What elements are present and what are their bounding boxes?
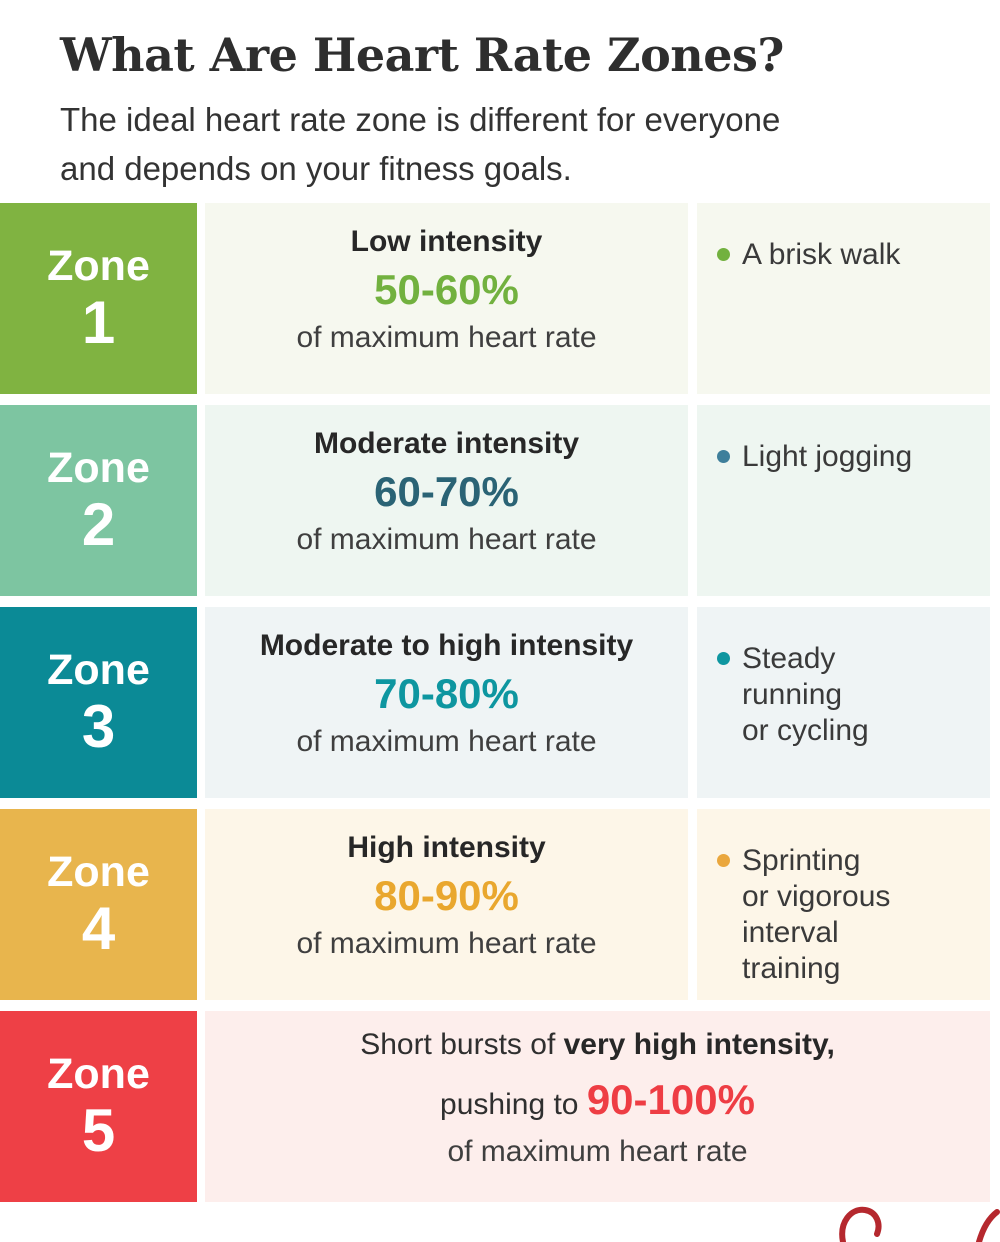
intensity-label: Low intensity bbox=[350, 225, 543, 259]
intensity-label: very high intensity, bbox=[563, 1027, 835, 1061]
subtitle-line-1: The ideal heart rate zone is different f… bbox=[60, 100, 781, 138]
heart-rate-range: 90-100% bbox=[586, 1075, 755, 1123]
max-hr-text: of maximum heart rate bbox=[296, 724, 597, 758]
intensity-label: Moderate intensity bbox=[313, 427, 580, 461]
max-hr-text: of maximum heart rate bbox=[447, 1135, 748, 1169]
zone-2-description: Moderate intensity 60-70% of maximum hea… bbox=[205, 405, 688, 596]
sentence-prefix: Short bursts of bbox=[360, 1027, 564, 1061]
example-line: Sprinting bbox=[742, 844, 861, 877]
zone-3-row: Zone 3 Moderate to high intensity 70-80%… bbox=[0, 607, 1000, 798]
zone-label: Zone bbox=[47, 242, 150, 291]
example-line: interval bbox=[742, 916, 839, 949]
intensity-label: High intensity bbox=[347, 831, 546, 865]
zone-3-example: Steady running or cycling bbox=[697, 607, 990, 798]
intensity-label: Moderate to high intensity bbox=[259, 629, 634, 663]
heart-rate-range: 70-80% bbox=[374, 669, 519, 717]
zone-number: 3 bbox=[81, 692, 116, 760]
range-sentence: pushing to 90-100% bbox=[440, 1072, 755, 1129]
zone-number: 2 bbox=[81, 490, 116, 558]
heart-rate-range: 60-70% bbox=[374, 467, 519, 515]
zone-4-description: High intensity 80-90% of maximum heart r… bbox=[205, 809, 688, 1000]
heart-rate-range: 50-60% bbox=[374, 265, 519, 313]
example-line: training bbox=[742, 952, 841, 985]
page-title: What Are Heart Rate Zones? bbox=[60, 28, 784, 82]
example-line: running bbox=[742, 678, 843, 711]
zone-2-row: Zone 2 Moderate intensity 60-70% of maxi… bbox=[0, 405, 1000, 596]
zone-label: Zone bbox=[47, 444, 150, 493]
example-line: Light jogging bbox=[742, 440, 913, 473]
example-text: Sprinting or vigorous interval training bbox=[742, 843, 890, 987]
max-hr-text: of maximum heart rate bbox=[296, 320, 597, 354]
bullet-dot-icon bbox=[717, 248, 730, 261]
zone-3-description: Moderate to high intensity 70-80% of max… bbox=[205, 607, 688, 798]
example-text: Steady running or cycling bbox=[742, 641, 869, 749]
intensity-sentence: Short bursts of very high intensity, bbox=[360, 1024, 835, 1066]
zone-number: 5 bbox=[81, 1096, 116, 1164]
zone-5-row: Zone 5 Short bursts of very high intensi… bbox=[0, 1011, 1000, 1202]
zone-4-badge: Zone 4 bbox=[0, 809, 197, 1000]
zone-2-badge: Zone 2 bbox=[0, 405, 197, 596]
example-line: Steady bbox=[742, 642, 836, 675]
subtitle-line-2: and depends on your fitness goals. bbox=[60, 150, 572, 188]
zone-5-badge: Zone 5 bbox=[0, 1011, 197, 1202]
zone-label: Zone bbox=[47, 646, 150, 695]
bullet-dot-icon bbox=[717, 652, 730, 665]
zone-rows: Zone 1 Low intensity 50-60% of maximum h… bbox=[0, 203, 1000, 1202]
example-line: or cycling bbox=[742, 714, 869, 747]
zone-number: 1 bbox=[81, 288, 116, 356]
zone-label: Zone bbox=[47, 848, 150, 897]
example-line: or vigorous bbox=[742, 880, 891, 913]
zone-1-example: A brisk walk bbox=[697, 203, 990, 394]
brand-script-logo-partial-icon bbox=[839, 1206, 1000, 1242]
heart-rate-range: 80-90% bbox=[374, 871, 519, 919]
max-hr-text: of maximum heart rate bbox=[296, 522, 597, 556]
zone-3-badge: Zone 3 bbox=[0, 607, 197, 798]
zone-label: Zone bbox=[47, 1050, 150, 1099]
example-text: Light jogging bbox=[742, 439, 912, 475]
zone-2-example: Light jogging bbox=[697, 405, 990, 596]
page-subtitle: The ideal heart rate zone is different f… bbox=[60, 95, 960, 194]
sentence-prefix: pushing to bbox=[440, 1087, 587, 1121]
max-hr-text: of maximum heart rate bbox=[296, 926, 597, 960]
bullet-dot-icon bbox=[717, 450, 730, 463]
zone-1-badge: Zone 1 bbox=[0, 203, 197, 394]
example-text: A brisk walk bbox=[742, 237, 900, 273]
zone-1-description: Low intensity 50-60% of maximum heart ra… bbox=[205, 203, 688, 394]
zone-1-row: Zone 1 Low intensity 50-60% of maximum h… bbox=[0, 203, 1000, 394]
zone-4-row: Zone 4 High intensity 80-90% of maximum … bbox=[0, 809, 1000, 1000]
example-line: A brisk walk bbox=[742, 238, 901, 271]
zone-5-description: Short bursts of very high intensity, pus… bbox=[205, 1011, 990, 1202]
header: What Are Heart Rate Zones? The ideal hea… bbox=[0, 0, 1000, 203]
zone-4-example: Sprinting or vigorous interval training bbox=[697, 809, 990, 1000]
zone-number: 4 bbox=[81, 894, 116, 962]
bullet-dot-icon bbox=[717, 854, 730, 867]
